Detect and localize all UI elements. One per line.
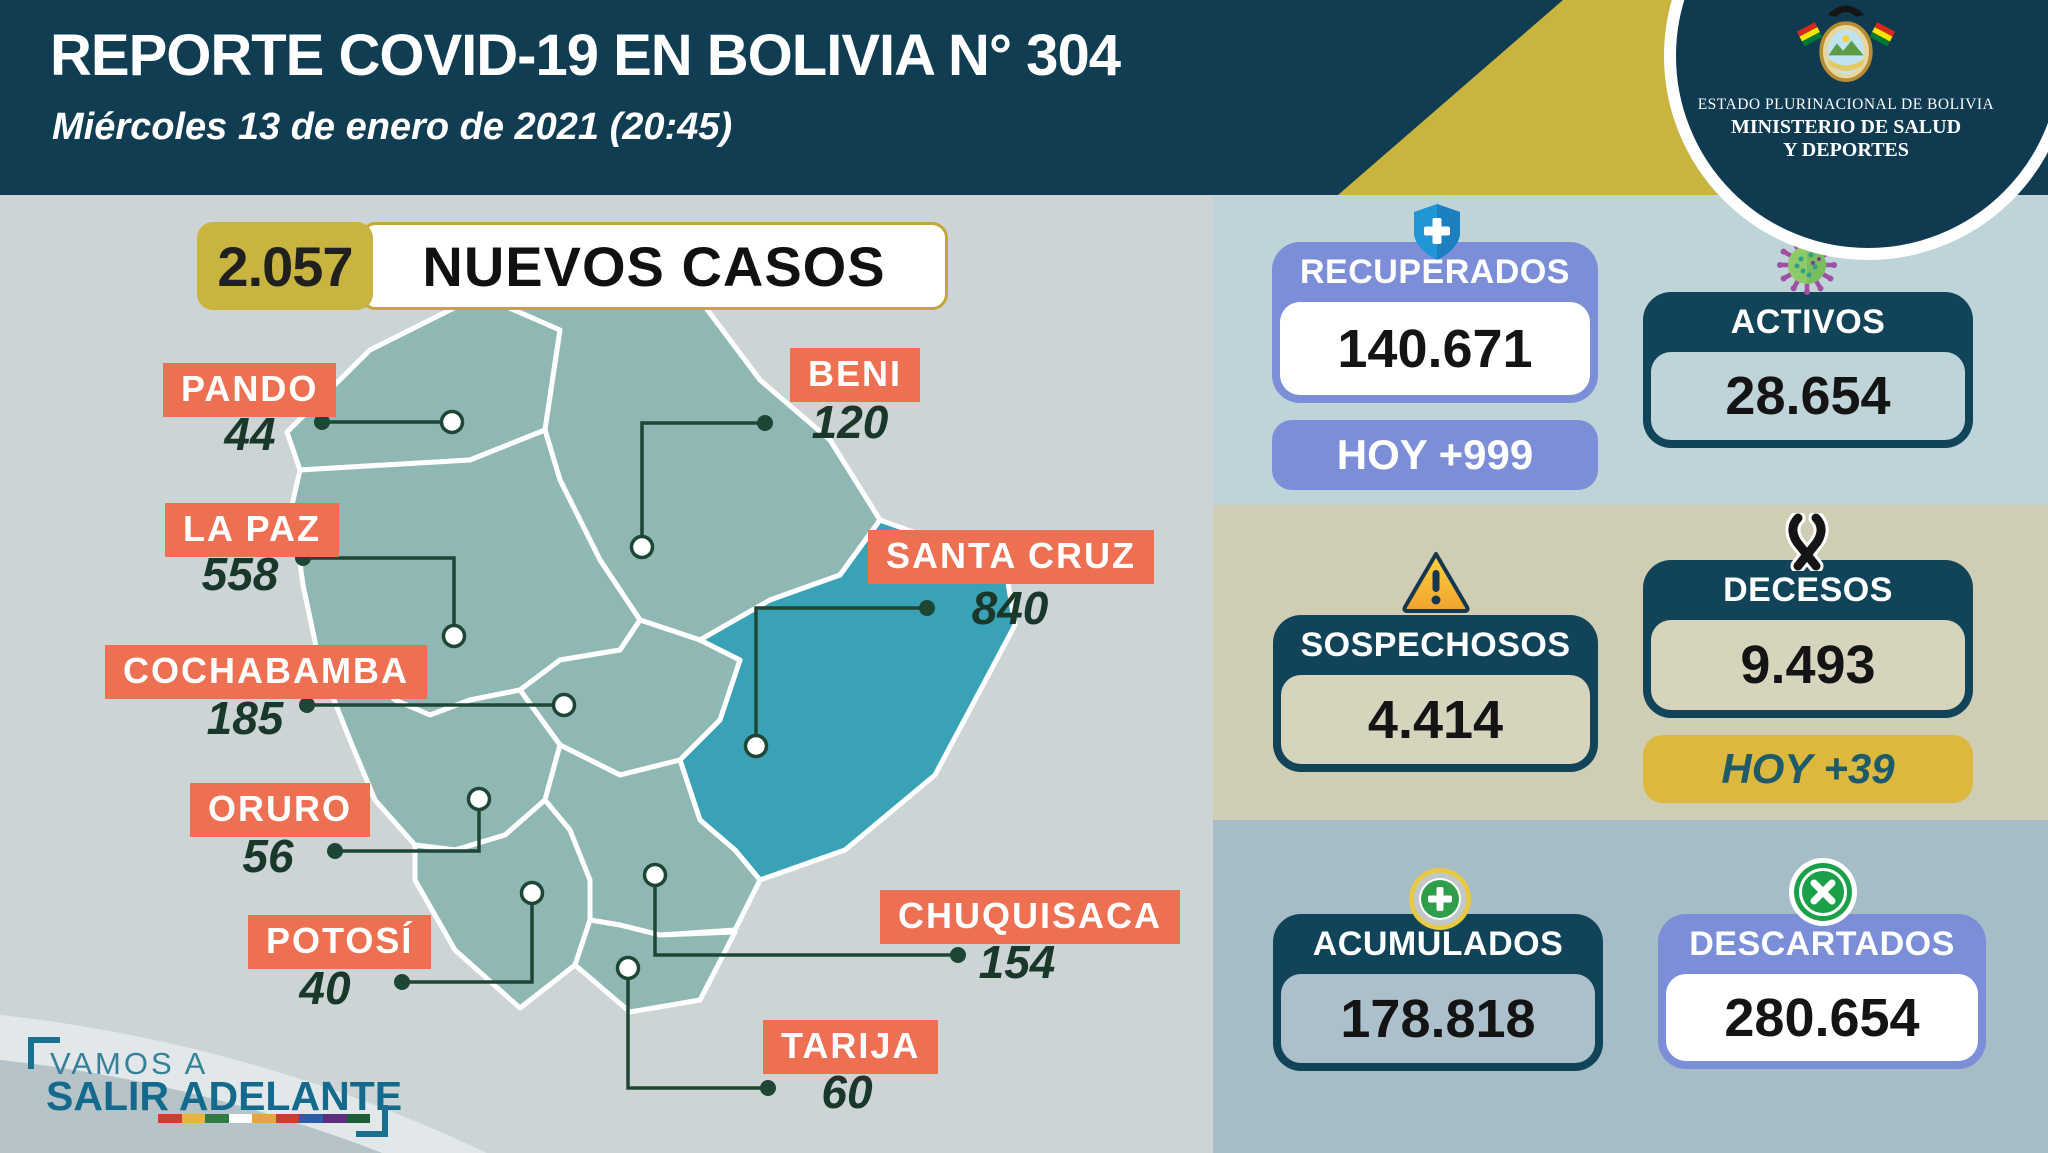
map-panel: NUEVOS CASOS 2.057 <box>0 195 1213 1153</box>
x-circle-icon <box>1789 858 1857 926</box>
bolivia-coat-of-arms-icon <box>1796 5 1896 83</box>
activos-label: ACTIVOS <box>1730 302 1886 341</box>
logo-bracket-top-left <box>28 1037 60 1069</box>
descartados-value: 280.654 <box>1666 974 1978 1061</box>
map-dot-tarija <box>615 955 641 981</box>
map-dot-cochabamba <box>551 692 577 718</box>
new-cases-value-box: 2.057 <box>197 222 373 310</box>
activos-card: ACTIVOS 28.654 <box>1643 292 1973 448</box>
map-dot-la-paz <box>441 623 467 649</box>
map-dot-chuquisaca <box>642 862 668 888</box>
leader-line-oruro <box>335 799 481 853</box>
acumulados-card: ACUMULADOS 178.818 <box>1273 914 1603 1071</box>
region-label-santa-cruz: SANTA CRUZ <box>868 530 1154 584</box>
leader-line-santa-cruz <box>754 606 927 746</box>
region-label-la-paz: LA PAZ <box>165 503 339 557</box>
region-value-cochabamba: 185 <box>206 692 284 744</box>
activos-value: 28.654 <box>1651 352 1965 440</box>
recuperados-value: 140.671 <box>1280 302 1590 395</box>
new-cases-label-box: NUEVOS CASOS <box>360 222 948 310</box>
leader-line-la-paz <box>303 556 456 636</box>
region-value-oruro: 56 <box>242 830 294 882</box>
stats-panel: RECUPERADOS 140.671 HOY +999 ACTIVOS 28.… <box>1213 195 2048 1153</box>
acumulados-value: 178.818 <box>1281 974 1595 1063</box>
shield-plus-icon <box>1414 204 1460 260</box>
decesos-today-badge: HOY +39 <box>1643 735 1973 803</box>
map-dot-pando <box>439 409 465 435</box>
region-value-chuquisaca: 154 <box>978 936 1056 988</box>
logo-rainbow-stripe <box>158 1114 371 1123</box>
report-date: Miércoles 13 de enero de 2021 (20:45) <box>52 106 733 148</box>
leader-line-chuquisaca <box>653 875 958 957</box>
recuperados-card: RECUPERADOS 140.671 <box>1272 242 1598 403</box>
ministry-line3: Y DEPORTES <box>1783 139 1909 161</box>
sospechosos-card: SOSPECHOSOS 4.414 <box>1273 615 1598 772</box>
plus-circle-icon <box>1409 868 1471 930</box>
region-value-la-paz: 558 <box>201 548 279 600</box>
region-value-tarija: 60 <box>821 1066 873 1118</box>
logo-line1: VAMOS A <box>50 1046 209 1081</box>
descartados-card: DESCARTADOS 280.654 <box>1658 914 1986 1069</box>
warning-triangle-icon <box>1402 552 1470 613</box>
region-label-oruro: ORURO <box>190 783 370 837</box>
map-dot-potosi <box>519 880 545 906</box>
decesos-label: DECESOS <box>1723 570 1893 609</box>
region-label-beni: BENI <box>790 348 921 402</box>
ministry-line2: MINISTERIO DE SALUD <box>1730 116 1962 138</box>
region-label-chuquisaca: CHUQUISACA <box>880 890 1181 944</box>
region-value-santa-cruz: 840 <box>971 582 1049 634</box>
region-label-pando: PANDO <box>163 363 337 417</box>
decesos-card: DECESOS 9.493 <box>1643 560 1973 718</box>
acumulados-label: ACUMULADOS <box>1312 924 1564 963</box>
region-value-beni: 120 <box>811 396 889 448</box>
descartados-label: DESCARTADOS <box>1689 924 1955 963</box>
region-label-potosi: POTOSÍ <box>248 915 432 969</box>
leader-line-tarija <box>626 968 768 1090</box>
region-label-tarija: TARIJA <box>763 1020 939 1074</box>
recuperados-label: RECUPERADOS <box>1300 252 1570 291</box>
decesos-value: 9.493 <box>1651 620 1965 710</box>
ministry-badge: ESTADO PLURINACIONAL DE BOLIVIA MINISTER… <box>1686 2 2006 162</box>
logo-bracket-bottom-right <box>356 1105 388 1137</box>
recuperados-today-badge: HOY +999 <box>1272 420 1598 490</box>
leader-line-beni <box>640 421 765 547</box>
sospechosos-label: SOSPECHOSOS <box>1300 625 1571 664</box>
map-region-tarija <box>572 917 738 1015</box>
region-value-potosi: 40 <box>299 962 351 1014</box>
new-cases-value: 2.057 <box>217 234 353 298</box>
region-label-cochabamba: COCHABAMBA <box>105 645 427 699</box>
leader-line-potosi <box>402 893 534 984</box>
ministry-line1: ESTADO PLURINACIONAL DE BOLIVIA <box>1697 96 1995 113</box>
new-cases-label: NUEVOS CASOS <box>422 234 886 298</box>
page-title: REPORTE COVID-19 EN BOLIVIA N° 304 <box>50 23 1121 88</box>
map-dot-beni <box>629 534 655 560</box>
logo-line2: SALIR ADELANTE <box>46 1073 403 1119</box>
map-dot-santa-cruz <box>743 733 769 759</box>
region-value-pando: 44 <box>224 408 276 460</box>
map-dot-oruro <box>466 786 492 812</box>
mourning-ribbon-icon <box>1785 513 1829 571</box>
sospechosos-value: 4.414 <box>1281 675 1590 764</box>
bolivia-map <box>284 237 1018 1096</box>
